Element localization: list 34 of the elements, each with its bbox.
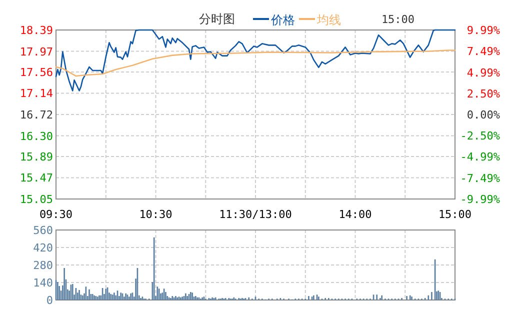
- y2-tick-label: 2.50%: [466, 87, 500, 100]
- x-tick-label: 15:00: [438, 208, 472, 221]
- y-tick-label: 280: [33, 259, 53, 272]
- y-tick-label: 420: [33, 242, 53, 254]
- y2-tick-label: -2.50%: [460, 130, 500, 143]
- y-tick-label: 15.89: [20, 150, 53, 164]
- text: 15:00: [381, 13, 415, 26]
- y2-tick-label: -7.49%: [460, 172, 500, 185]
- y2-tick-label: -4.99%: [460, 150, 500, 164]
- y-tick-label: 140: [33, 276, 53, 290]
- y-tick-label: 17.14: [20, 87, 54, 100]
- line-series: [55, 29, 456, 92]
- y2-tick-label: 9.99%: [466, 24, 500, 37]
- legend-label: 价格: [270, 13, 295, 27]
- y-tick-label: 17.97: [20, 45, 53, 58]
- x-tick-label: 14:00: [338, 208, 372, 221]
- chart-title: 分时图: [199, 12, 235, 26]
- y-tick-label: 18.39: [20, 24, 53, 37]
- x-tick-label: 09:30: [39, 208, 73, 221]
- y2-tick-label: -9.99%: [460, 193, 500, 206]
- y-tick-label: 0: [46, 294, 53, 307]
- x-tick-label: 10:30: [139, 208, 172, 221]
- y2-tick-label: 7.49%: [466, 45, 500, 58]
- y-tick-label: 560: [33, 224, 53, 237]
- legend-label: 均线: [316, 13, 341, 27]
- line-series: [55, 50, 456, 77]
- y2-tick-label: 4.99%: [466, 66, 500, 80]
- y-tick-label: 15.05: [20, 193, 53, 206]
- y-tick-label: 15.47: [20, 172, 53, 185]
- y-tick-label: 16.30: [20, 130, 53, 143]
- x-tick-label: 11:30/13:00: [219, 208, 292, 221]
- y2-tick-label: 0.00%: [466, 108, 500, 122]
- y-tick-label: 17.56: [20, 66, 53, 79]
- y-tick-label: 16.72: [20, 108, 53, 122]
